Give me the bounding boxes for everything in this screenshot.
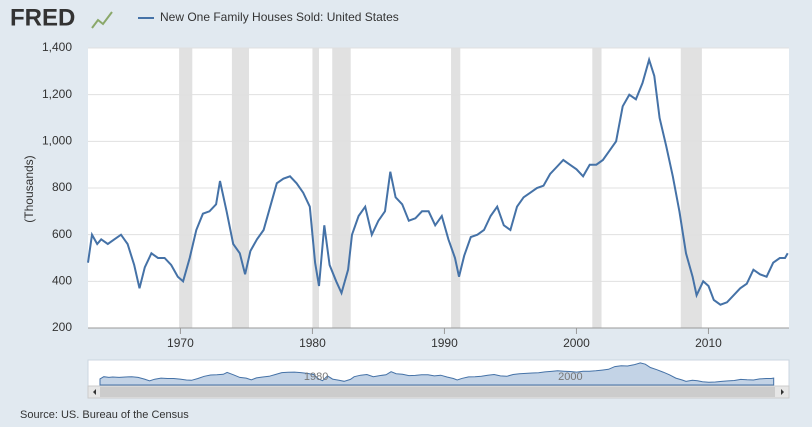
y-tick-label: 1,200 xyxy=(42,87,72,101)
x-tick-label: 1970 xyxy=(167,336,194,350)
y-tick-label: 1,000 xyxy=(42,134,72,148)
navigator-area xyxy=(99,362,775,386)
data-line xyxy=(87,56,789,306)
y-tick-label: 600 xyxy=(52,227,72,241)
y-tick-label: 400 xyxy=(52,274,72,288)
navigator-label: 2000 xyxy=(558,371,582,383)
y-tick-label: 200 xyxy=(52,320,72,334)
x-tick-label: 2000 xyxy=(563,336,590,350)
y-tick-label: 1,400 xyxy=(42,40,72,54)
logo-icon xyxy=(91,11,113,29)
logo: FRED xyxy=(10,4,75,31)
y-axis-label: (Thousands) xyxy=(22,155,36,222)
scrollbar-thumb[interactable] xyxy=(100,387,775,397)
x-tick-label: 1990 xyxy=(431,336,458,350)
source: Source: US. Bureau of the Census xyxy=(20,409,189,421)
navigator-label: 1980 xyxy=(304,371,328,383)
x-tick-label: 2010 xyxy=(695,336,722,350)
legend-label: New One Family Houses Sold: United State… xyxy=(160,10,399,24)
x-tick-label: 1980 xyxy=(299,336,326,350)
y-tick-label: 800 xyxy=(52,180,72,194)
